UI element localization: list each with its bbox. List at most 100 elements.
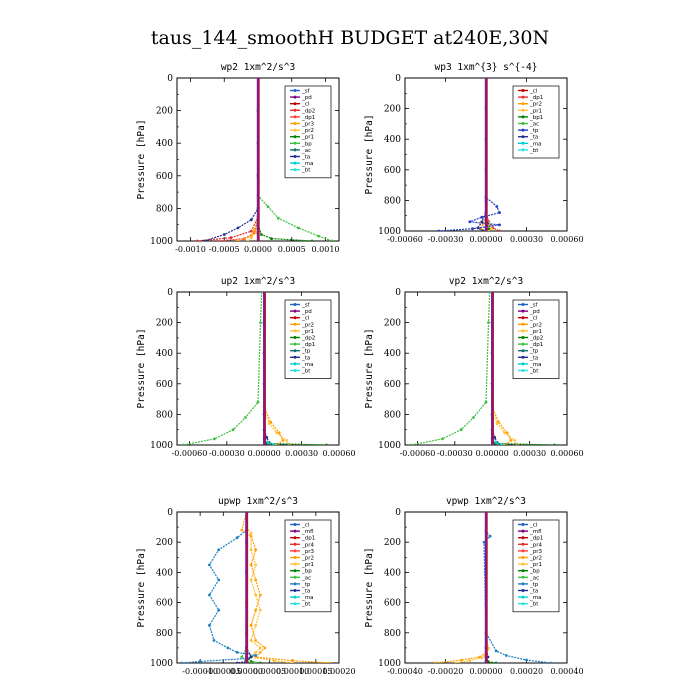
series-point-tp bbox=[198, 660, 202, 663]
y-tick-label: 600 bbox=[156, 380, 173, 390]
series-point-pr1 bbox=[258, 608, 262, 612]
panel-title: wp2 1xm^2/s^3 bbox=[221, 62, 295, 73]
series-point-pr1 bbox=[468, 659, 472, 663]
series-line-tp bbox=[181, 512, 256, 663]
legend-marker bbox=[521, 95, 525, 99]
series-point-pr3 bbox=[253, 228, 256, 232]
legend-entry: _dp2 bbox=[301, 336, 315, 342]
legend: _cl_mfl_dp1_pr4_pr3_pr2_pr1_bp_ac_tp_ta_… bbox=[512, 519, 560, 613]
series-point-ta bbox=[476, 226, 480, 230]
y-tick-label: 800 bbox=[384, 629, 401, 639]
legend-marker bbox=[521, 529, 525, 533]
legend-marker bbox=[293, 575, 297, 579]
x-tick-label: -0.0010 bbox=[175, 245, 206, 254]
legend-marker bbox=[521, 556, 525, 559]
y-tick-label: 400 bbox=[384, 135, 401, 145]
series-point-tp bbox=[468, 220, 472, 224]
legend-marker bbox=[293, 329, 297, 333]
figure-title: taus_144_smoothH BUDGET at240E,30N bbox=[151, 27, 549, 49]
legend-entry: _dp1 bbox=[301, 115, 315, 121]
legend-entry: _bt bbox=[301, 602, 311, 608]
series-point-bp bbox=[297, 226, 300, 230]
series-point-pr2 bbox=[240, 528, 244, 532]
legend-marker bbox=[293, 322, 297, 326]
legend-marker bbox=[521, 523, 525, 526]
legend-entry: _pr3 bbox=[301, 549, 315, 555]
legend-entry: _dp1 bbox=[529, 342, 543, 348]
legend-marker bbox=[293, 536, 297, 540]
legend-entry: _bp1 bbox=[529, 115, 543, 121]
series-point-tp bbox=[235, 536, 239, 540]
series-point-dp1 bbox=[409, 443, 413, 445]
legend-entry: _cl bbox=[301, 523, 310, 529]
y-tick-label: 200 bbox=[384, 105, 401, 115]
legend-marker bbox=[293, 128, 297, 132]
legend-entry: _bt bbox=[529, 369, 539, 375]
y-tick-label: 200 bbox=[156, 538, 173, 548]
x-tick-label: 0.00005 bbox=[253, 667, 286, 676]
legend-entry: _cl bbox=[301, 316, 310, 322]
series-point-pr2 bbox=[509, 439, 513, 442]
series-point-tp bbox=[471, 227, 474, 231]
legend-box bbox=[512, 299, 560, 379]
series-point-pr2 bbox=[249, 236, 253, 240]
legend-marker bbox=[521, 582, 525, 586]
legend-marker bbox=[293, 602, 297, 606]
y-tick-label: 600 bbox=[384, 166, 401, 176]
x-tick-label: 0.00000 bbox=[469, 235, 502, 244]
y-axis-label: Pressure [hPa] bbox=[364, 328, 375, 408]
series-line-pr1 bbox=[455, 512, 489, 663]
y-tick-label: 200 bbox=[156, 107, 173, 117]
legend-marker bbox=[521, 355, 525, 359]
series-point-dp1 bbox=[244, 416, 247, 419]
series-point-pr2 bbox=[246, 239, 250, 241]
legend-marker bbox=[293, 115, 297, 119]
series-point-pr1 bbox=[249, 578, 253, 582]
y-tick-label: 600 bbox=[156, 599, 173, 609]
legend-marker bbox=[521, 135, 525, 139]
legend-marker bbox=[521, 322, 525, 326]
series-point-bp bbox=[317, 234, 321, 238]
series-point-ta bbox=[481, 229, 485, 231]
y-tick-label: 0 bbox=[395, 74, 401, 84]
legend: _cl_mfl_dp1_pr4_pr3_pr2_pr1_bp_ac_tp_ta_… bbox=[284, 519, 332, 613]
series-point-dp1 bbox=[472, 416, 475, 419]
legend: _cl_dp1_pr2_pr1_bp1_ac_tp_ta_ma_bt bbox=[512, 85, 560, 159]
series-point-bp bbox=[330, 239, 334, 241]
series-point-tp bbox=[217, 608, 221, 612]
legend-marker bbox=[521, 369, 525, 372]
series-point-pr1 bbox=[270, 237, 273, 241]
series-point-pr1 bbox=[490, 227, 493, 231]
x-tick-label: 0.00000 bbox=[476, 449, 509, 458]
series-point-pr3 bbox=[236, 239, 240, 241]
legend-entry: _bp bbox=[301, 141, 312, 147]
series-point-ma bbox=[266, 441, 270, 445]
legend-entry: _pr2 bbox=[529, 556, 542, 562]
legend-entry: _sf bbox=[529, 303, 539, 309]
legend-marker bbox=[293, 562, 297, 566]
series-point-bp bbox=[494, 661, 498, 663]
series-point-dp1 bbox=[216, 239, 219, 241]
legend-entry: _sf bbox=[301, 89, 311, 95]
legend-entry: _pd bbox=[301, 95, 312, 101]
series-line-dp2 bbox=[197, 78, 259, 241]
legend-marker bbox=[293, 589, 297, 592]
y-tick-label: 600 bbox=[156, 172, 173, 182]
chart-panel-6: vpwp 1xm^2/s^3 Pressure [hPa] 0 200 400 600 80… bbox=[364, 496, 584, 676]
legend-entry: _pd bbox=[301, 309, 312, 315]
y-tick-label: 400 bbox=[384, 568, 401, 578]
series-point-dp1 bbox=[484, 400, 488, 404]
legend: _sf_pd_cl_dp2_dp1_pr3_pr2_pr1_bp_ac_ta_m… bbox=[284, 85, 332, 179]
series-point-pr2 bbox=[258, 593, 262, 597]
y-tick-label: 0 bbox=[167, 508, 173, 518]
series-point-bp bbox=[258, 661, 262, 663]
series-point-tp bbox=[495, 205, 499, 208]
series-line-pr2 bbox=[241, 512, 330, 663]
x-tick-label: 0.00060 bbox=[322, 449, 355, 458]
x-tick-label: 0.0005 bbox=[278, 245, 306, 254]
series-point-pr1 bbox=[249, 531, 253, 535]
legend-entry: _dp1 bbox=[301, 536, 315, 542]
legend-marker bbox=[521, 336, 525, 339]
y-axis-label: Pressure [hPa] bbox=[364, 547, 375, 627]
legend-marker bbox=[293, 542, 297, 546]
